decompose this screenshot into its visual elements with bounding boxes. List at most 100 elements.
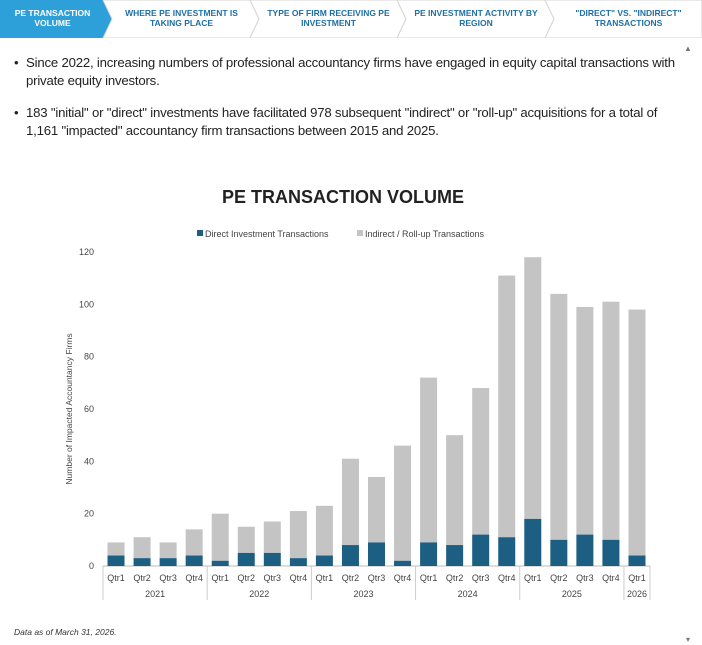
bar-indirect — [446, 435, 464, 546]
y-tick-label: 120 — [79, 247, 94, 257]
tab-shape — [544, 0, 702, 38]
bar-direct — [628, 555, 646, 566]
bar-direct — [289, 558, 307, 566]
tab-1[interactable]: WHERE PE INVESTMENT IS TAKING PLACE — [117, 0, 246, 38]
tab-label: PE INVESTMENT ACTIVITY BY REGION — [414, 8, 538, 28]
bar-indirect — [472, 388, 490, 535]
bar-direct — [341, 545, 359, 566]
y-tick-label: 20 — [84, 509, 94, 519]
tab-label: PE TRANSACTION VOLUME — [14, 8, 91, 28]
bar-direct — [107, 555, 125, 566]
bar-indirect — [576, 306, 594, 535]
bar-direct — [263, 552, 281, 566]
bar-indirect — [550, 293, 568, 540]
x-tick-label: Qtr4 — [602, 573, 620, 583]
bullet-text: 183 "initial" or "direct" investments ha… — [26, 105, 658, 138]
x-tick-label: Qtr2 — [550, 573, 568, 583]
bar-direct — [368, 542, 385, 566]
y-tick-label: 80 — [84, 352, 94, 362]
x-tick-label: Qtr4 — [290, 573, 308, 583]
bullet-dot-icon: • — [14, 105, 19, 120]
bar-indirect — [185, 529, 203, 556]
x-tick-label: Qtr4 — [498, 573, 516, 583]
tab-shape — [249, 0, 407, 38]
y-tick-label: 100 — [79, 299, 94, 309]
bar-indirect — [237, 526, 255, 553]
pe-transaction-volume-chart: PE TRANSACTION VOLUME Direct Investment T… — [64, 187, 651, 600]
x-tick-label: Qtr3 — [472, 573, 490, 583]
x-tick-label: Qtr2 — [133, 573, 151, 583]
bullet-dot-icon: • — [14, 55, 19, 70]
x-year-label: 2022 — [249, 589, 269, 599]
bar-direct — [211, 560, 229, 566]
x-tick-label: Qtr1 — [316, 573, 334, 583]
tab-3[interactable]: PE INVESTMENT ACTIVITY BY REGION — [411, 0, 541, 38]
y-tick-label: 0 — [89, 561, 94, 571]
bar-indirect — [602, 301, 620, 540]
bar-indirect — [341, 458, 359, 546]
bar-direct — [550, 539, 568, 566]
data-footnote: Data as of March 31, 2026. — [14, 627, 117, 637]
x-year-label: 2023 — [353, 589, 373, 599]
vertical-scrollbar[interactable]: ▲ ▾ — [684, 44, 694, 644]
x-tick-label: Qtr4 — [185, 573, 203, 583]
bar-direct — [498, 537, 516, 566]
y-tick-label: 40 — [84, 456, 94, 466]
x-year-label: 2024 — [458, 589, 478, 599]
legend-swatch — [197, 230, 203, 236]
x-tick-label: Qtr3 — [159, 573, 177, 583]
legend-swatch — [357, 230, 363, 236]
bar-indirect — [524, 257, 542, 519]
tab-bar: PE TRANSACTION VOLUME WHERE PE INVESTMENT… — [0, 0, 702, 38]
bar-direct — [446, 545, 464, 566]
x-tick-label: Qtr3 — [264, 573, 282, 583]
x-tick-label: Qtr1 — [420, 573, 438, 583]
bar-indirect — [498, 275, 516, 538]
y-tick-label: 60 — [84, 404, 94, 414]
chart-legend: Direct Investment Transactions Indirect /… — [197, 229, 485, 239]
tab-4[interactable]: "DIRECT" VS. "INDIRECT" TRANSACTIONS — [559, 0, 698, 38]
tab-2[interactable]: TYPE OF FIRM RECEIVING PE INVESTMENT — [264, 0, 393, 38]
bar-indirect — [159, 542, 177, 559]
bullet-item: • Since 2022, increasing numbers of prof… — [14, 54, 682, 90]
bar-indirect — [420, 377, 438, 543]
tab-bar-shapes — [0, 0, 702, 38]
scroll-up-icon[interactable]: ▲ — [684, 44, 692, 53]
x-tick-label: Qtr1 — [628, 573, 646, 583]
x-tick-label: Qtr1 — [107, 573, 125, 583]
bar-indirect — [263, 521, 281, 553]
bar-indirect — [133, 537, 151, 559]
scroll-down-icon[interactable]: ▾ — [686, 635, 691, 644]
tab-shape — [102, 0, 260, 38]
tab-label: WHERE PE INVESTMENT IS TAKING PLACE — [125, 8, 238, 28]
x-year-label: 2025 — [562, 589, 582, 599]
bullet-text: Since 2022, increasing numbers of profes… — [26, 55, 675, 88]
bar-indirect — [628, 309, 646, 556]
bar-indirect — [289, 511, 307, 559]
bar-indirect — [315, 505, 333, 556]
tab-label: "DIRECT" VS. "INDIRECT" TRANSACTIONS — [575, 8, 682, 28]
bar-indirect — [107, 542, 125, 556]
bar-direct — [185, 555, 203, 566]
bar-direct — [237, 552, 255, 566]
x-tick-label: Qtr1 — [211, 573, 229, 583]
tab-shape — [396, 0, 555, 38]
legend-label: Direct Investment Transactions — [205, 229, 329, 239]
x-year-label: 2026 — [627, 589, 647, 599]
bar-indirect — [368, 477, 385, 543]
bar-direct — [420, 542, 438, 566]
bar-direct — [159, 558, 177, 566]
bullet-item: • 183 "initial" or "direct" investments … — [14, 104, 682, 140]
x-tick-label: Qtr1 — [524, 573, 542, 583]
y-axis-label: Number of Impacted Accountancy Firms — [64, 333, 74, 484]
tab-0[interactable]: PE TRANSACTION VOLUME — [4, 0, 101, 38]
x-tick-label: Qtr2 — [446, 573, 464, 583]
tab-label: TYPE OF FIRM RECEIVING PE INVESTMENT — [267, 8, 390, 28]
x-tick-label: Qtr3 — [368, 573, 386, 583]
bar-indirect — [394, 445, 412, 561]
bar-direct — [315, 555, 333, 566]
legend-label: Indirect / Roll-up Transactions — [365, 229, 485, 239]
x-tick-label: Qtr4 — [394, 573, 412, 583]
x-tick-label: Qtr2 — [342, 573, 360, 583]
x-tick-label: Qtr2 — [238, 573, 256, 583]
